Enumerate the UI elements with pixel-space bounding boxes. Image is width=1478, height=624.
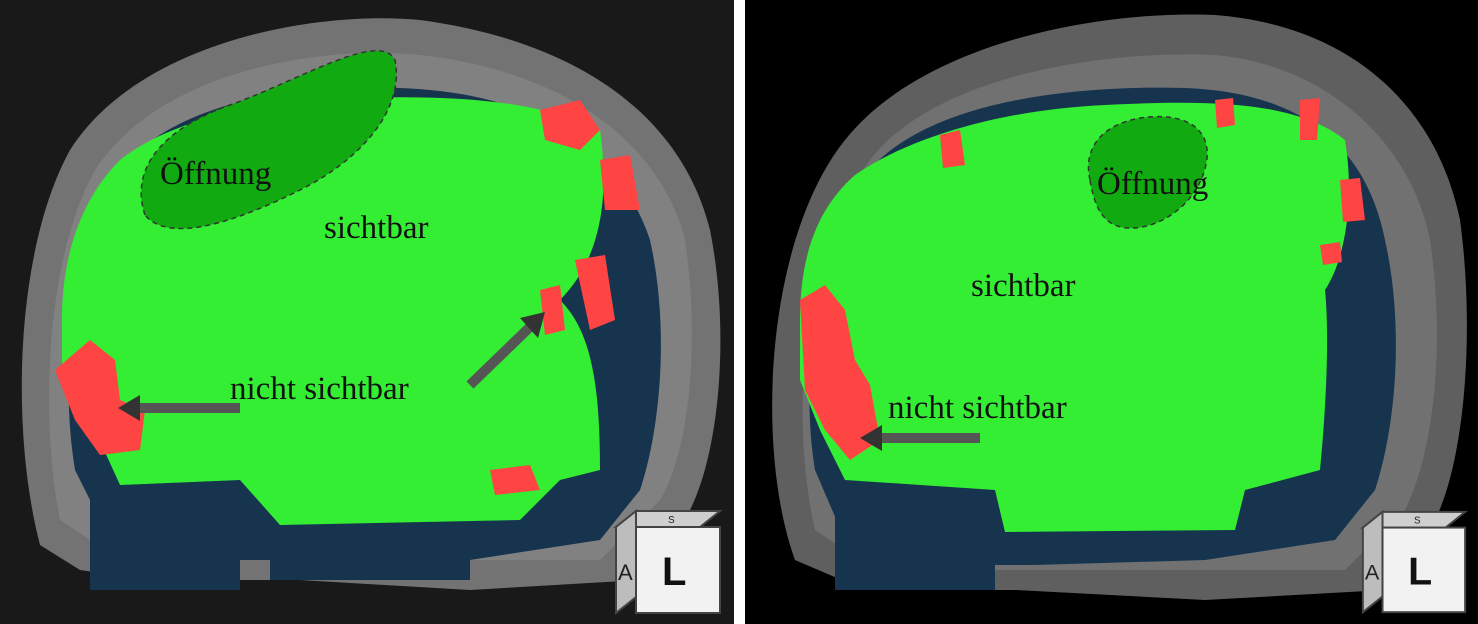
opening-region	[140, 50, 398, 230]
arrow-right	[466, 312, 545, 389]
cube-face-label: L	[662, 550, 686, 594]
cube-face-label: L	[1408, 550, 1432, 594]
not-visible-region-right-2	[1320, 242, 1342, 265]
cube-side-label: A	[1365, 560, 1380, 585]
brain-stem-block	[90, 470, 240, 590]
not-visible-region-right-2	[600, 155, 640, 210]
visible-label: sichtbar	[324, 210, 429, 246]
orientation-cube[interactable]: S A L	[1355, 505, 1473, 620]
visible-label: sichtbar	[971, 268, 1076, 304]
arrow-left	[118, 395, 240, 421]
cube-top-label: S	[668, 515, 675, 526]
not-visible-region-top-3	[940, 130, 965, 168]
not-visible-region-right	[1340, 178, 1365, 222]
orientation-cube[interactable]: S A L	[608, 505, 728, 620]
right-view-panel: Öffnung sichtbar nicht sichtbar S A L	[745, 0, 1478, 624]
arrow-left	[860, 425, 980, 451]
left-view-panel: Öffnung sichtbar nicht sichtbar S A L	[0, 0, 734, 624]
not-visible-region-top-2	[1300, 98, 1320, 140]
not-visible-region-right-3	[540, 285, 565, 335]
not-visible-region-left	[800, 285, 880, 460]
visible-region	[800, 102, 1349, 532]
not-visible-region-right-4	[575, 255, 615, 330]
not-visible-region-left	[55, 340, 145, 455]
not-visible-region-top-1	[1215, 98, 1235, 128]
opening-label: Öffnung	[1097, 166, 1209, 202]
not-visible-region-bottom	[490, 465, 540, 495]
cube-side-label: A	[618, 560, 633, 585]
not-visible-label: nicht sichtbar	[888, 390, 1067, 426]
cube-top-label: S	[1414, 516, 1421, 527]
opening-region	[1087, 115, 1208, 229]
brain-stem-block	[835, 480, 995, 590]
not-visible-region-right-1	[540, 100, 600, 150]
left-3d-rendering	[21, 18, 721, 591]
opening-label: Öffnung	[160, 156, 272, 192]
not-visible-label: nicht sichtbar	[230, 371, 409, 407]
right-3d-rendering	[772, 14, 1467, 601]
